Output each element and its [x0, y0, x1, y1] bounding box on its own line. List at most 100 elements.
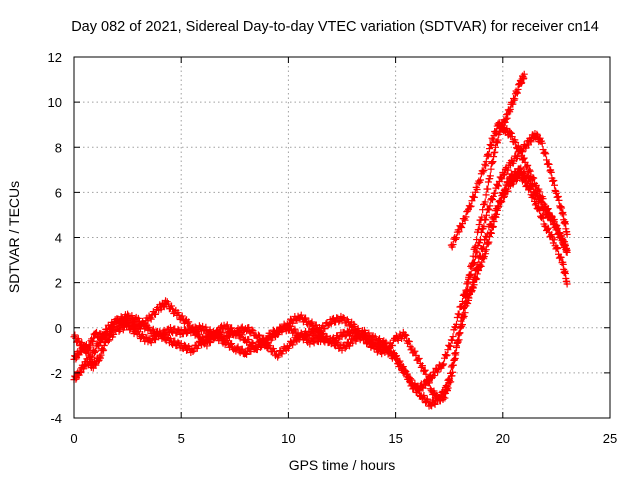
data-point — [200, 327, 208, 335]
data-point — [260, 337, 268, 345]
data-point — [524, 161, 532, 169]
data-point — [520, 168, 528, 176]
data-point — [540, 204, 548, 212]
data-point — [439, 361, 447, 369]
data-point — [558, 204, 566, 212]
data-point — [428, 373, 436, 381]
data-point — [177, 340, 185, 348]
data-point — [287, 322, 295, 330]
data-point — [235, 328, 243, 336]
data-point — [500, 190, 508, 198]
data-point — [555, 229, 563, 237]
data-point — [396, 360, 404, 368]
data-point — [147, 315, 155, 323]
data-point — [510, 96, 518, 104]
data-point — [475, 266, 483, 274]
data-point — [561, 238, 569, 246]
data-point — [502, 185, 510, 193]
data-point — [180, 341, 188, 349]
data-point — [505, 106, 513, 114]
grid — [74, 57, 610, 418]
data-point — [507, 129, 515, 137]
data-point — [538, 139, 546, 147]
data-point — [541, 148, 549, 156]
data-point — [456, 329, 464, 337]
data-point — [460, 215, 468, 223]
data-point — [550, 177, 558, 185]
data-point — [489, 223, 497, 231]
data-point — [548, 231, 556, 239]
data-point — [213, 327, 221, 335]
data-point — [440, 388, 448, 396]
data-point — [482, 246, 490, 254]
data-point — [545, 210, 553, 218]
data-point — [145, 323, 153, 331]
data-point — [563, 246, 571, 254]
data-point — [489, 192, 497, 200]
data-point — [562, 245, 570, 253]
data-point — [171, 337, 179, 345]
data-point — [491, 148, 499, 156]
chart-title: Day 082 of 2021, Sidereal Day-to-day VTE… — [71, 19, 599, 35]
data-point — [139, 331, 147, 339]
data-point — [498, 121, 506, 129]
data-point — [477, 228, 485, 236]
data-point — [470, 193, 478, 201]
data-point — [490, 218, 498, 226]
data-point — [318, 330, 326, 338]
data-point — [484, 178, 492, 186]
data-point — [321, 325, 329, 333]
data-point — [461, 216, 469, 224]
data-point — [536, 207, 544, 215]
data-point — [254, 331, 262, 339]
data-point — [482, 250, 490, 258]
data-point — [485, 150, 493, 158]
data-point — [487, 165, 495, 173]
data-point — [158, 334, 166, 342]
data-point — [472, 247, 480, 255]
data-point — [480, 166, 488, 174]
data-point — [553, 221, 561, 229]
data-point — [464, 275, 472, 283]
y-axis-label: SDTVAR / TECUs — [6, 181, 22, 293]
data-point — [332, 336, 340, 344]
data-point — [482, 162, 490, 170]
data-point — [501, 170, 509, 178]
data-point — [455, 336, 463, 344]
data-point — [465, 294, 473, 302]
data-point — [142, 323, 150, 331]
data-point — [340, 314, 348, 322]
data-point — [493, 138, 501, 146]
data-point — [449, 333, 457, 341]
data-point — [430, 372, 438, 380]
y-tick-label: -2 — [50, 366, 62, 381]
data-point — [492, 213, 500, 221]
y-tick-label: -4 — [50, 411, 62, 426]
data-point — [493, 210, 501, 218]
data-point — [537, 214, 545, 222]
data-point — [166, 323, 174, 331]
data-point — [110, 330, 118, 338]
data-point — [411, 347, 419, 355]
data-point — [471, 274, 479, 282]
data-point — [453, 313, 461, 321]
data-point — [365, 329, 373, 337]
data-point — [554, 245, 562, 253]
data-point — [90, 334, 98, 342]
data-point — [88, 353, 96, 361]
data-point — [174, 338, 182, 346]
data-point — [513, 153, 521, 161]
data-point — [529, 183, 537, 191]
data-point — [275, 351, 283, 359]
data-point — [310, 339, 318, 347]
data-point — [458, 297, 466, 305]
data-point — [343, 338, 351, 346]
data-point — [449, 361, 457, 369]
data-point — [530, 174, 538, 182]
data-point — [544, 160, 552, 168]
series-track-2 — [70, 169, 571, 410]
data-point — [217, 329, 225, 337]
data-point — [446, 375, 454, 383]
data-point — [407, 375, 415, 383]
x-tick-label: 25 — [603, 431, 617, 446]
